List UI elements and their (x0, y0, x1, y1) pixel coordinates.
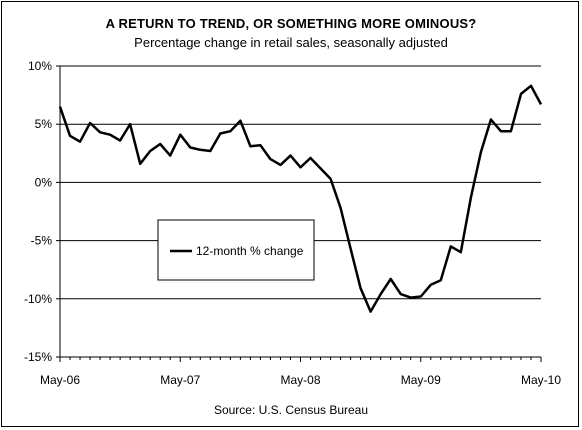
y-axis: 10% 5% 0% -5% -10% -15% (24, 59, 61, 364)
x-tick-label: May-06 (40, 373, 80, 387)
x-axis: May-06 May-07 May-08 May-09 May-10 (40, 356, 561, 387)
y-tick-label: 10% (28, 59, 52, 73)
legend-label: 12-month % change (196, 244, 304, 258)
x-tick-label: May-08 (280, 373, 320, 387)
x-tick-label: May-10 (521, 373, 561, 387)
legend: 12-month % change (157, 219, 315, 281)
y-tick-label: -5% (31, 234, 53, 248)
y-tick-label: -15% (24, 350, 52, 364)
chart-subtitle: Percentage change in retail sales, seaso… (134, 35, 448, 50)
series-line-12-month-change (58, 84, 543, 313)
x-tick-label: May-07 (160, 373, 200, 387)
y-tick-label: -10% (24, 292, 52, 306)
chart-source: Source: U.S. Census Bureau (213, 403, 369, 417)
chart-title: A RETURN TO TREND, OR SOMETHING MORE OMI… (105, 16, 477, 31)
y-tick-label: 5% (35, 117, 53, 131)
y-tick-label: 0% (35, 175, 53, 189)
x-tick-label: May-09 (401, 373, 441, 387)
series-group (58, 84, 543, 313)
